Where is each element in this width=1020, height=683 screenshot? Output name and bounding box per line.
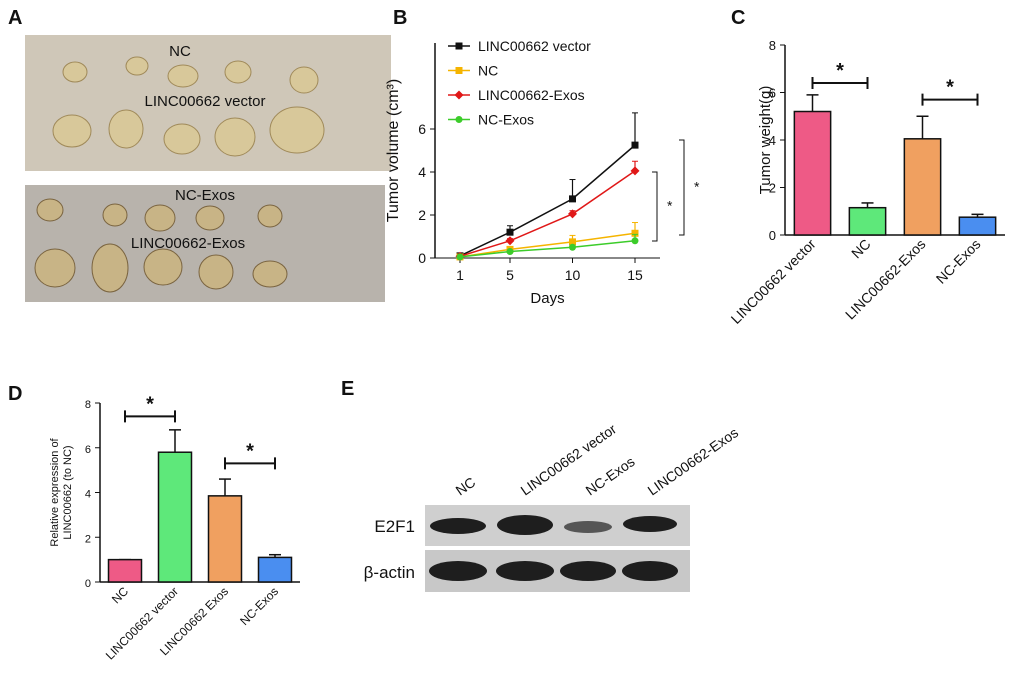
series-line — [459, 144, 636, 257]
series-line — [459, 170, 636, 257]
bar — [958, 216, 997, 236]
y-tick-label: 2 — [418, 207, 426, 223]
legend-label: LINC00662 vector — [478, 38, 591, 54]
y-tick-label: 6 — [769, 86, 776, 101]
blot-lane-label: NC — [453, 474, 479, 499]
point — [569, 243, 576, 251]
significance-star: * — [836, 60, 844, 82]
legend-marker — [455, 42, 463, 50]
series-line — [459, 240, 636, 258]
significance-star: * — [946, 77, 954, 99]
photo-label: NC-Exos — [175, 187, 235, 204]
point — [631, 237, 639, 245]
photo-label: LINC00662 vector — [145, 93, 266, 110]
significance-star: * — [146, 393, 154, 415]
bar — [107, 558, 143, 583]
x-tick-label: NC — [109, 584, 131, 606]
y-tick-label: 0 — [418, 250, 426, 266]
panel-label: D — [8, 383, 22, 405]
significance-bracket — [679, 139, 685, 236]
point — [631, 141, 639, 149]
blot-row-label: β-actin — [364, 563, 415, 582]
x-axis-label: Days — [530, 290, 564, 307]
bar — [848, 206, 887, 236]
significance-star: * — [694, 179, 700, 195]
significance-bracket — [811, 77, 869, 89]
legend-label: NC-Exos — [478, 112, 534, 128]
significance-bracket — [921, 93, 979, 106]
y-tick-label: 4 — [418, 164, 426, 180]
panel-label: A — [8, 7, 22, 29]
legend-marker — [455, 116, 463, 123]
point — [569, 238, 576, 246]
blot-lane-label: NC-Exos — [583, 453, 638, 498]
y-tick-label: 4 — [85, 489, 91, 501]
x-tick-label: 5 — [506, 267, 514, 283]
tumor-photo: NC LINC00662 vector NC-Exos LINC00662-Ex… — [25, 35, 391, 302]
x-tick-label: 10 — [565, 267, 581, 283]
bar — [793, 110, 832, 236]
y-tick-label: 4 — [769, 133, 776, 148]
significance-star: * — [246, 440, 254, 462]
point — [568, 209, 577, 219]
photo-label: NC — [169, 43, 191, 60]
point — [630, 166, 640, 176]
significance-star: * — [667, 198, 673, 214]
y-axis-label: Tumor weight(g) — [757, 86, 774, 195]
y-tick-label: 2 — [769, 181, 776, 196]
point — [506, 248, 514, 256]
point — [569, 195, 576, 203]
panel-label: E — [341, 378, 354, 400]
x-tick-label: 15 — [627, 267, 643, 283]
legend-marker — [454, 90, 464, 100]
photo-label: LINC00662-Exos — [131, 235, 245, 252]
y-axis-label: LINC00662 (to NC) — [62, 445, 74, 539]
x-tick-label: NC-Exos — [933, 236, 984, 287]
bar — [257, 556, 293, 583]
bar — [157, 451, 193, 583]
y-tick-label: 2 — [85, 533, 91, 545]
blot-lane-label: LINC00662-Exos — [645, 424, 742, 498]
legend-label: LINC00662-Exos — [478, 87, 585, 103]
point — [506, 228, 514, 236]
bar — [207, 495, 243, 583]
y-tick-label: 0 — [85, 578, 91, 590]
y-tick-label: 8 — [85, 399, 91, 411]
significance-bracket — [652, 171, 658, 242]
x-tick-label: NC — [848, 236, 874, 262]
significance-bracket — [124, 410, 176, 423]
y-axis-label: Relative expression of — [49, 437, 61, 546]
y-tick-label: 6 — [85, 444, 91, 456]
x-tick-label: 1 — [456, 267, 464, 283]
x-tick-label: LINC00662 vector — [728, 236, 819, 327]
panel-label: C — [731, 7, 745, 29]
y-tick-label: 8 — [769, 38, 776, 53]
x-tick-label: NC-Exos — [237, 584, 281, 628]
panel-label: B — [393, 7, 407, 29]
bar — [903, 138, 942, 236]
point — [631, 229, 639, 237]
y-tick-label: 6 — [418, 121, 426, 137]
y-axis-label: Tumor volume (cm³) — [385, 79, 402, 222]
legend-marker — [455, 67, 463, 74]
western-blot: E2F1 β-actin NC LINC00662 vector NC-Exos… — [364, 420, 741, 592]
series-line — [459, 232, 636, 258]
legend-label: NC — [478, 63, 498, 79]
point — [456, 253, 464, 261]
y-tick-label: 0 — [769, 228, 776, 243]
significance-bracket — [224, 457, 276, 470]
blot-row-label: E2F1 — [374, 517, 415, 536]
point — [505, 236, 515, 246]
